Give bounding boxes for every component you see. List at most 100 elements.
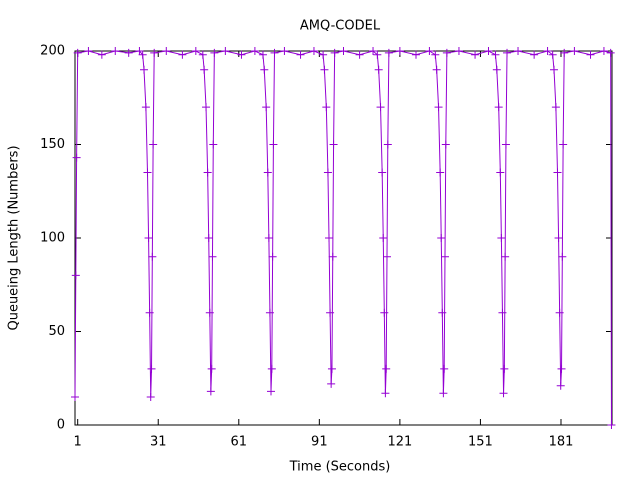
point-marker bbox=[147, 364, 156, 373]
point-marker bbox=[260, 65, 269, 74]
point-marker bbox=[501, 252, 510, 261]
point-marker bbox=[543, 47, 552, 55]
point-marker bbox=[270, 48, 279, 57]
point-marker bbox=[395, 47, 404, 55]
point-marker bbox=[296, 50, 305, 59]
point-marker bbox=[439, 389, 448, 398]
point-marker bbox=[384, 48, 393, 57]
point-marker bbox=[221, 47, 230, 55]
x-tick-label: 1 bbox=[74, 435, 82, 450]
y-tick-label: 0 bbox=[57, 418, 65, 433]
point-marker bbox=[207, 364, 216, 373]
point-marker bbox=[263, 168, 272, 177]
point-marker bbox=[379, 234, 388, 242]
chart-title: AMQ-CODEL bbox=[300, 19, 381, 34]
point-marker bbox=[497, 234, 506, 242]
point-marker bbox=[144, 234, 153, 242]
point-marker bbox=[191, 47, 200, 55]
point-marker bbox=[471, 50, 480, 59]
point-marker bbox=[267, 387, 276, 396]
point-marker bbox=[309, 47, 318, 55]
point-marker bbox=[200, 65, 209, 74]
point-marker bbox=[492, 65, 501, 74]
point-marker bbox=[208, 252, 217, 261]
point-marker bbox=[558, 252, 567, 261]
point-marker bbox=[323, 168, 332, 177]
point-marker bbox=[149, 140, 158, 149]
point-marker bbox=[72, 153, 81, 162]
point-marker bbox=[326, 308, 335, 317]
point-marker bbox=[440, 252, 449, 261]
point-marker bbox=[570, 47, 579, 55]
point-marker bbox=[454, 47, 463, 55]
point-marker bbox=[378, 168, 387, 177]
y-tick-label: 50 bbox=[48, 324, 65, 339]
point-marker bbox=[210, 48, 219, 57]
point-marker bbox=[380, 308, 389, 317]
point-marker bbox=[140, 65, 149, 74]
point-marker bbox=[559, 140, 568, 149]
y-tick-label: 200 bbox=[40, 44, 65, 59]
point-marker bbox=[606, 48, 615, 57]
point-marker bbox=[374, 65, 383, 74]
point-marker bbox=[268, 252, 277, 261]
point-marker bbox=[383, 140, 392, 149]
point-marker bbox=[438, 308, 447, 317]
point-marker bbox=[141, 103, 150, 112]
point-marker bbox=[484, 47, 493, 55]
point-marker bbox=[327, 364, 336, 373]
point-marker bbox=[441, 140, 450, 149]
point-marker bbox=[551, 103, 560, 112]
point-marker bbox=[146, 392, 155, 401]
plot-border bbox=[74, 50, 613, 426]
point-marker bbox=[204, 234, 213, 242]
point-marker bbox=[437, 234, 446, 242]
point-marker bbox=[203, 168, 212, 177]
point-marker bbox=[607, 421, 616, 429]
point-marker bbox=[560, 48, 569, 57]
point-marker bbox=[162, 47, 171, 55]
point-marker bbox=[325, 234, 334, 242]
x-tick-label: 181 bbox=[549, 435, 574, 450]
point-marker bbox=[178, 50, 187, 59]
point-marker bbox=[319, 50, 328, 59]
point-marker bbox=[198, 50, 207, 59]
point-marker bbox=[554, 234, 563, 242]
x-axis-label: Time (Seconds) bbox=[289, 460, 391, 475]
point-marker bbox=[328, 252, 337, 261]
point-marker bbox=[500, 364, 509, 373]
point-marker bbox=[145, 308, 154, 317]
point-marker bbox=[369, 47, 378, 55]
point-marker bbox=[148, 252, 157, 261]
x-tick-label: 61 bbox=[231, 435, 248, 450]
point-marker bbox=[514, 47, 523, 55]
point-marker bbox=[382, 364, 391, 373]
point-marker bbox=[550, 65, 559, 74]
point-marker bbox=[250, 47, 259, 55]
point-marker bbox=[498, 308, 507, 317]
y-tick-label: 100 bbox=[40, 231, 65, 246]
point-marker bbox=[586, 50, 595, 59]
point-marker bbox=[499, 389, 508, 398]
point-marker bbox=[322, 103, 331, 112]
point-marker bbox=[530, 50, 539, 59]
point-marker bbox=[553, 168, 562, 177]
x-tick-label: 91 bbox=[311, 435, 328, 450]
point-marker bbox=[381, 389, 390, 398]
point-marker bbox=[432, 65, 441, 74]
x-tick-label: 31 bbox=[150, 435, 167, 450]
point-marker bbox=[494, 103, 503, 112]
point-marker bbox=[138, 50, 147, 59]
point-marker bbox=[503, 48, 512, 57]
point-marker bbox=[442, 48, 451, 57]
point-marker bbox=[555, 308, 564, 317]
y-axis-label: Queueing Length (Numbers) bbox=[7, 145, 22, 330]
point-marker bbox=[206, 387, 215, 396]
point-marker bbox=[436, 168, 445, 177]
point-marker bbox=[376, 103, 385, 112]
point-marker bbox=[150, 48, 159, 57]
point-marker bbox=[71, 271, 80, 280]
point-marker bbox=[557, 364, 566, 373]
